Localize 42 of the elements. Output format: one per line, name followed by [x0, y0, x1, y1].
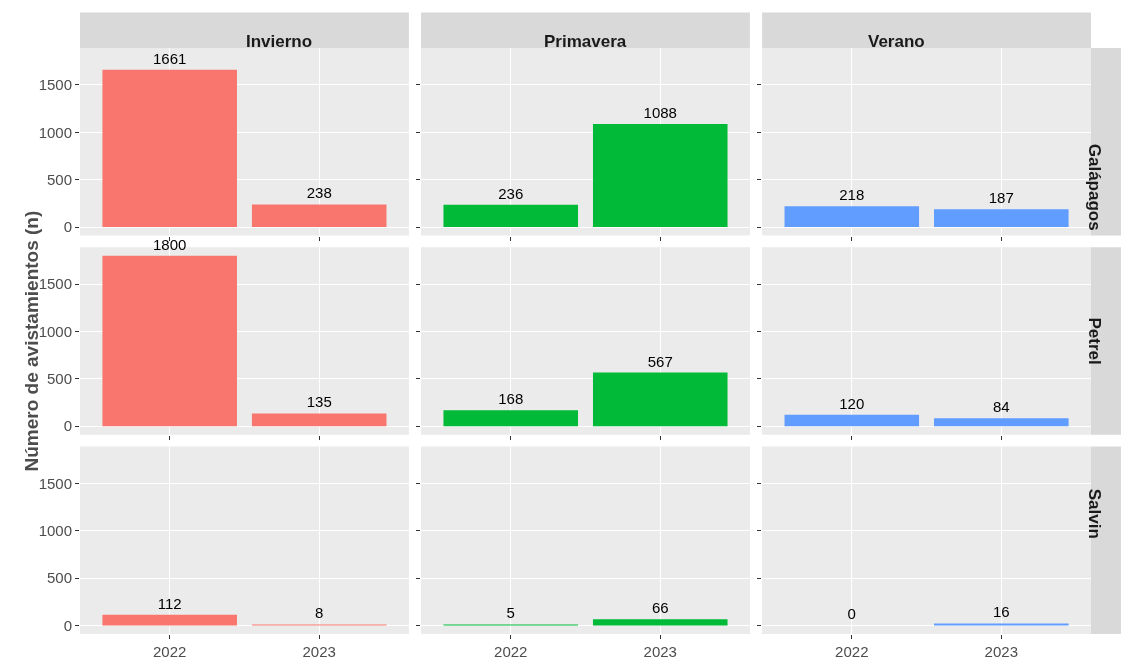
data-label: 8: [315, 604, 324, 622]
annotation: Galápagos: [1084, 143, 1104, 231]
annotation: Petrel: [1084, 317, 1104, 365]
y-tick-label: 1500: [38, 474, 72, 492]
y-tick-label: 1000: [38, 522, 72, 540]
data-label: 5: [506, 604, 515, 622]
chart-title: Invierno: [246, 32, 313, 51]
data-label: 1661: [153, 49, 187, 67]
data-label: 1088: [643, 103, 677, 121]
annotation: Salvin: [1084, 488, 1104, 539]
data-label: 187: [988, 189, 1014, 207]
x-tick-label: 2023: [984, 643, 1018, 660]
y-tick-label: 0: [63, 218, 72, 236]
y-tick-label: 500: [46, 370, 72, 388]
data-label: 16: [992, 603, 1010, 621]
x-tick-label: 2022: [153, 643, 187, 660]
x-tick-label: 2023: [302, 643, 336, 660]
data-label: 120: [839, 394, 865, 412]
x-tick-label: 2022: [494, 643, 528, 660]
x-tick-label: 2023: [643, 643, 677, 660]
data-label: 0: [847, 605, 856, 623]
chart-title: Primavera: [544, 32, 627, 51]
y-tick-label: 1000: [38, 123, 72, 141]
y-tick-label: 0: [63, 616, 72, 634]
y-tick-label: 1000: [38, 322, 72, 340]
data-label: 567: [647, 352, 673, 370]
data-label: 168: [498, 390, 524, 408]
data-label: 236: [498, 184, 524, 202]
y-tick-label: 1500: [38, 275, 72, 293]
y-tick-label: 500: [46, 569, 72, 587]
y-tick-label: 500: [46, 170, 72, 188]
data-label: 238: [306, 184, 332, 202]
data-label: 112: [157, 594, 182, 612]
chart-title: Verano: [868, 32, 925, 51]
data-label: 135: [306, 393, 332, 411]
data-label: 1800: [153, 235, 187, 253]
data-label: 218: [839, 186, 865, 204]
data-label: 84: [992, 398, 1010, 416]
y-tick-label: 1500: [38, 76, 72, 94]
x-tick-label: 2022: [835, 643, 869, 660]
data-label: 66: [651, 599, 669, 617]
y-tick-label: 0: [63, 417, 72, 435]
